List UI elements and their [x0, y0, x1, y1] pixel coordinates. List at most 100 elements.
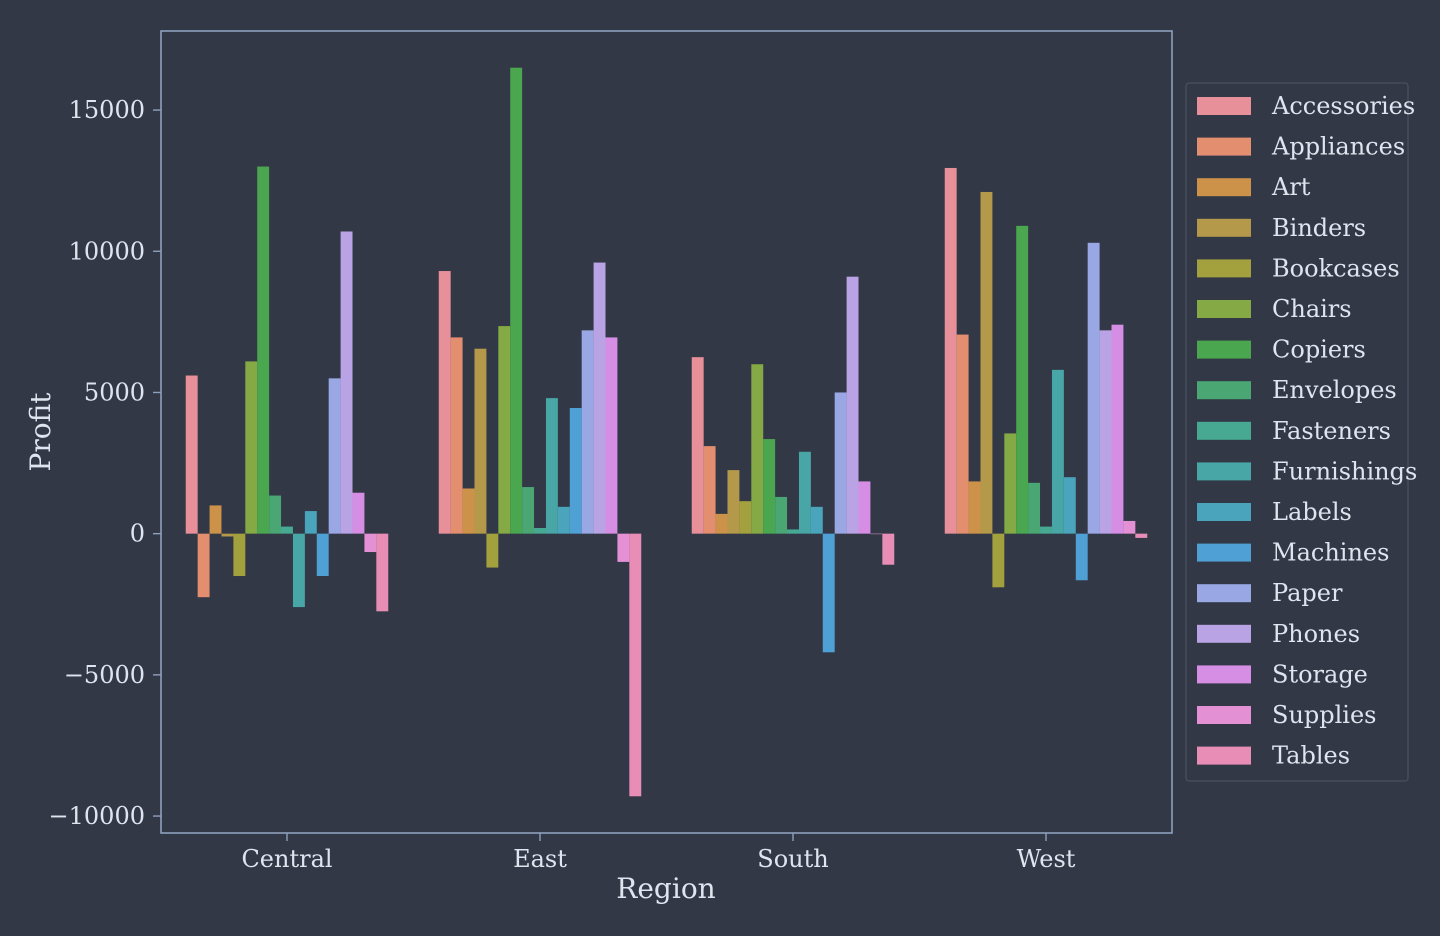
bar-bookcases-west: [992, 533, 1005, 588]
legend-label-copiers: Copiers: [1272, 336, 1366, 364]
legend-swatch-phones: [1197, 624, 1251, 643]
bar-chairs-central: [245, 361, 258, 534]
bar-machines-central: [316, 533, 329, 577]
legend-swatch-furnishings: [1197, 462, 1251, 481]
y-tick-label: −10000: [49, 802, 145, 830]
bar-accessories-east: [438, 271, 451, 534]
legend-swatch-machines: [1197, 543, 1251, 562]
x-axis: Central East South West: [241, 833, 1076, 873]
legend-label-art: Art: [1271, 173, 1311, 201]
bar-envelopes-west: [1028, 482, 1041, 534]
bar-envelopes-south: [775, 496, 788, 534]
bar-supplies-east: [617, 533, 630, 562]
x-tick-label-west: West: [1017, 845, 1076, 873]
legend-swatch-paper: [1197, 584, 1251, 603]
x-axis-title: Region: [616, 872, 715, 905]
bar-paper-south: [834, 392, 847, 534]
y-tick-label: −5000: [64, 661, 145, 689]
bar-supplies-central: [364, 533, 377, 553]
bar-paper-west: [1087, 242, 1100, 534]
bar-copiers-south: [763, 439, 776, 534]
bar-art-west: [968, 481, 981, 534]
bar-envelopes-central: [269, 495, 282, 534]
bar-furnishings-central: [292, 533, 305, 608]
legend-swatch-copiers: [1197, 340, 1251, 359]
x-tick-label-central: Central: [241, 845, 332, 873]
legend-label-supplies: Supplies: [1272, 701, 1377, 729]
bar-storage-south: [858, 481, 871, 534]
bar-envelopes-east: [522, 487, 535, 534]
legend-swatch-chairs: [1197, 300, 1251, 318]
bar-bookcases-east: [486, 533, 499, 568]
bar-appliances-west: [956, 334, 969, 534]
bar-furnishings-south: [798, 451, 811, 534]
legend-label-machines: Machines: [1272, 539, 1389, 567]
bar-appliances-south: [703, 446, 716, 534]
bar-furnishings-west: [1051, 369, 1064, 534]
legend-swatch-binders: [1197, 218, 1251, 237]
bar-storage-east: [605, 337, 618, 534]
bar-appliances-east: [450, 337, 463, 534]
bar-copiers-central: [257, 166, 270, 534]
bar-storage-central: [352, 492, 365, 534]
bar-tables-east: [629, 533, 642, 797]
legend-label-accessories: Accessories: [1271, 92, 1415, 120]
axes-frame: [160, 30, 1173, 834]
legend-swatch-accessories: [1197, 97, 1251, 115]
bar-labels-south: [810, 506, 823, 534]
bar-copiers-west: [1016, 225, 1029, 534]
legend-swatch-labels: [1197, 503, 1251, 521]
bar-tables-west: [1135, 533, 1148, 538]
legend-swatch-art: [1197, 178, 1251, 197]
legend-label-fasteners: Fasteners: [1272, 417, 1391, 445]
bar-chairs-south: [751, 364, 764, 534]
bar-paper-central: [328, 378, 341, 534]
legend-swatch-storage: [1197, 665, 1251, 684]
legend-label-storage: Storage: [1272, 660, 1368, 688]
bar-accessories-south: [691, 357, 704, 534]
bar-chairs-west: [1004, 433, 1017, 534]
bar-phones-south: [846, 276, 859, 534]
y-tick-label: 5000: [84, 378, 145, 406]
bar-tables-south: [882, 533, 895, 565]
bar-supplies-south: [870, 533, 883, 535]
legend-swatch-fasteners: [1197, 421, 1251, 440]
bar-binders-central: [221, 533, 234, 537]
legend-swatch-appliances: [1197, 137, 1251, 156]
legend-swatch-envelopes: [1197, 381, 1251, 400]
legend-label-furnishings: Furnishings: [1272, 457, 1417, 485]
bar-bookcases-central: [233, 533, 246, 577]
legend-swatch-bookcases: [1197, 259, 1251, 278]
bars-layer: [185, 67, 1148, 797]
bar-fasteners-south: [787, 529, 799, 534]
legend-label-binders: Binders: [1272, 214, 1366, 242]
legend-label-bookcases: Bookcases: [1272, 254, 1400, 282]
legend-box: [1185, 82, 1409, 782]
bar-tables-central: [376, 533, 389, 612]
legend-label-envelopes: Envelopes: [1272, 376, 1397, 404]
bar-accessories-west: [944, 167, 957, 534]
y-tick-label: 0: [130, 520, 145, 548]
bar-fasteners-west: [1040, 526, 1052, 534]
bar-copiers-east: [510, 67, 523, 534]
bar-phones-central: [340, 231, 353, 534]
bar-labels-central: [304, 511, 317, 534]
bar-phones-east: [593, 262, 606, 534]
bar-art-central: [209, 505, 222, 534]
y-tick-label: 10000: [69, 237, 145, 265]
legend-swatch-supplies: [1197, 706, 1251, 724]
legend: Accessories Appliances Art Binders Bookcases…: [1185, 82, 1417, 782]
legend-swatch-tables: [1197, 746, 1251, 765]
legend-label-paper: Paper: [1272, 579, 1343, 607]
bar-binders-east: [474, 348, 487, 534]
x-tick-label-south: South: [757, 845, 828, 873]
bar-storage-west: [1111, 324, 1124, 534]
legend-label-chairs: Chairs: [1272, 295, 1352, 323]
bar-art-east: [462, 488, 475, 534]
bar-phones-west: [1099, 330, 1112, 534]
legend-label-tables: Tables: [1272, 742, 1350, 770]
bar-labels-east: [557, 506, 570, 534]
bar-paper-east: [581, 330, 594, 534]
y-axis: −10000 −5000 0 5000 10000 15000: [49, 96, 161, 830]
